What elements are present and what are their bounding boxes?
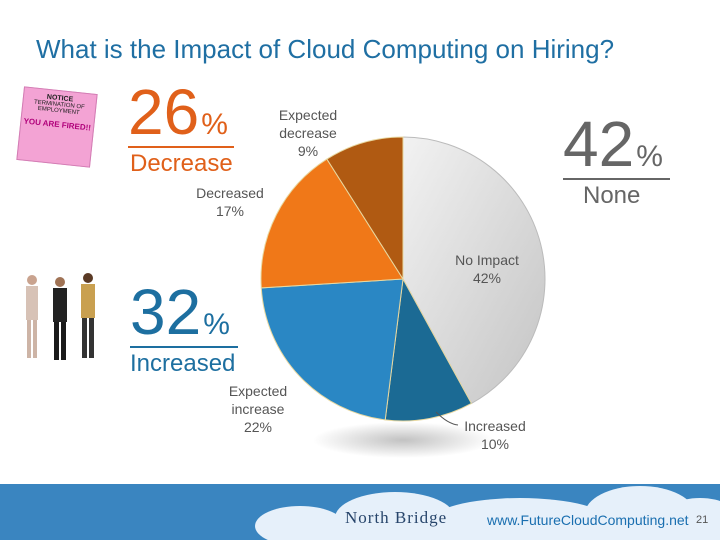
pie-label-decreased: Decreased 17% <box>196 185 264 219</box>
stat-decrease-label: Decrease <box>130 150 233 177</box>
stat-decrease-pct: % <box>201 108 228 141</box>
pie-label-increased: Increased 10% <box>464 418 525 452</box>
stat-increased-label: Increased <box>130 350 236 377</box>
stat-increased-value: 32 <box>130 276 202 348</box>
page-number: 21 <box>696 514 709 526</box>
business-people-image <box>26 273 95 360</box>
stat-none-pct: % <box>636 140 663 173</box>
stat-none-rule <box>563 178 670 180</box>
pie-slice-expected-increase <box>260 278 404 421</box>
stat-increased: 32% Increased <box>130 280 238 378</box>
stat-none: 42% None <box>563 112 670 210</box>
pie-label-no-impact: No Impact 42% <box>455 252 519 286</box>
stat-decrease: 26% Decrease <box>128 80 234 178</box>
stat-increased-rule <box>130 346 238 348</box>
pie-slice-expected-decrease <box>326 136 404 281</box>
pie-slice-increased <box>384 277 473 422</box>
page-title: What is the Impact of Cloud Computing on… <box>36 34 615 64</box>
cloud-footer <box>0 484 720 540</box>
stat-decrease-rule <box>128 146 234 148</box>
stat-increased-pct: % <box>203 308 230 341</box>
stat-none-label: None <box>583 182 641 209</box>
north-bridge-logo: North Bridge <box>345 508 448 527</box>
pie-slice-no-impact <box>402 136 546 405</box>
footer-url[interactable]: www.FutureCloudComputing.net <box>487 512 689 528</box>
leader-line-increased <box>435 411 459 426</box>
stat-none-value: 42 <box>563 108 635 180</box>
pie-slice-decreased <box>260 158 404 289</box>
pie-label-expected-increase: Expected increase 22% <box>229 383 287 435</box>
pie-shadow <box>313 422 493 458</box>
stat-decrease-value: 26 <box>128 76 200 148</box>
pie-label-expected-decrease: Expected decrease 9% <box>279 107 337 159</box>
